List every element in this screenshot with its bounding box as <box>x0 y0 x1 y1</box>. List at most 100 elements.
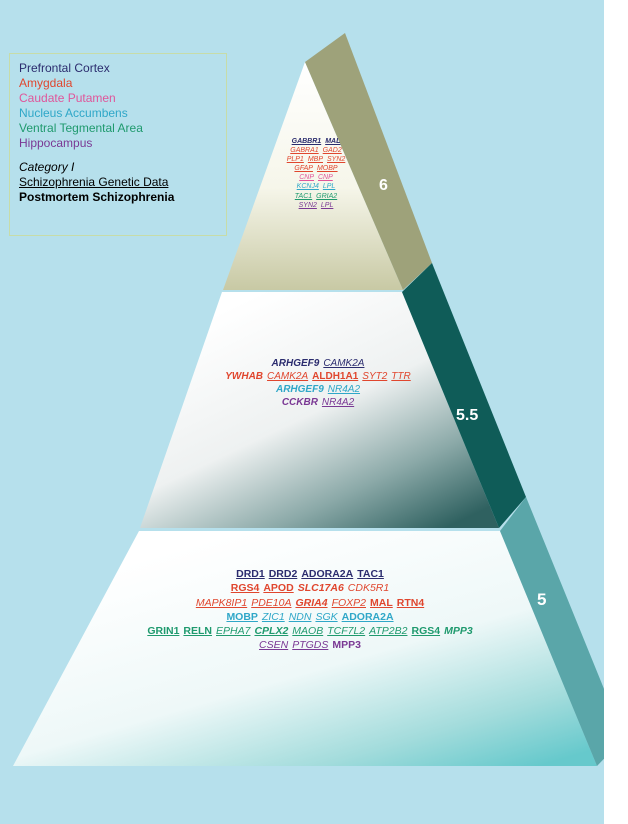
gene-label: TCF7L2 <box>327 625 366 638</box>
gene-line: CNP CNP <box>2 173 604 182</box>
tier-top-genes: GABBR1 MAL GABRA1 GAD2 PLP1 MBP SYN2 GFAP MOBP CN… <box>2 137 604 210</box>
gene-label: TAC1 <box>294 192 313 200</box>
gene-label: FOXP2 <box>331 596 366 609</box>
gene-label: DRD2 <box>268 568 298 580</box>
gene-line: SYN2 LPL <box>2 201 604 210</box>
gene-label: MOBP <box>316 165 338 173</box>
gene-line: MAPK8IP1 PDE10A GRIA4 FOXP2 MAL RTN4 <box>0 596 604 610</box>
gene-label: SYN2 <box>298 201 317 209</box>
gene-line: CCKBR NR4A2 <box>4 396 604 409</box>
gene-label: MAL <box>370 596 393 609</box>
gene-label: MBP <box>307 156 323 164</box>
legend-region-amygdala: Amygdala <box>19 76 73 90</box>
gene-label: GRIA2 <box>316 192 338 200</box>
pyramid-top-tier <box>223 62 403 290</box>
diagram-canvas: Prefrontal Cortex Amygdala Caudate Putam… <box>0 0 604 824</box>
gene-label: PLP1 <box>286 156 304 164</box>
tier-level-top: 6 <box>379 177 388 194</box>
gene-label: GABRA1 <box>290 147 319 155</box>
gene-label: RGS4 <box>230 582 260 595</box>
gene-label: LPL <box>320 201 334 209</box>
gene-label: RTN4 <box>396 596 425 609</box>
pyramid-side-bottom <box>500 497 604 766</box>
gene-label: ZIC1 <box>261 610 285 623</box>
gene-label: GRIN1 <box>147 625 180 638</box>
legend-region-hippocampus: Hippocampus <box>19 136 93 150</box>
gene-label: ARHGEF9 <box>275 384 324 395</box>
gene-label: PDE10A <box>251 596 292 609</box>
gene-label: NR4A2 <box>327 384 361 395</box>
gene-line: CSEN PTGDS MPP3 <box>0 638 604 652</box>
legend-postmortem-style: Postmortem Schizophrenia <box>19 190 175 204</box>
gene-label: SYN2 <box>327 156 346 164</box>
gene-label: NR4A2 <box>321 397 355 408</box>
gene-line: KCNJ4 LPL <box>2 182 604 191</box>
legend-region-caudate: Caudate Putamen <box>19 91 116 105</box>
gene-line: YWHAB CAMK2A ALDH1A1 SYT2 TTR <box>4 370 604 383</box>
gene-line: TAC1 GRIA2 <box>2 192 604 201</box>
pyramid-side-top <box>305 33 432 290</box>
gene-label: YWHAB <box>225 371 264 382</box>
gene-label: MAL <box>325 138 341 145</box>
gene-label: MPP3 <box>444 625 473 638</box>
gene-label: APOD <box>263 582 294 595</box>
tier-middle-genes: ARHGEF9 CAMK2A YWHAB CAMK2A ALDH1A1 SYT2 TTR AR… <box>4 357 604 409</box>
tier-bottom-genes: DRD1 DRD2 ADORA2A TAC1 RGS4 APOD SLC17A6 CDK5R1… <box>0 567 604 653</box>
gene-label: ATP2B2 <box>369 625 408 638</box>
gene-label: RGS4 <box>411 625 441 638</box>
gene-label: DRD1 <box>236 568 265 580</box>
legend-region-vta: Ventral Tegmental Area <box>19 121 143 135</box>
gene-label: CSEN <box>259 639 289 652</box>
gene-label: GAD2 <box>322 147 342 155</box>
pyramid-graphic <box>13 33 604 766</box>
gene-label: CCKBR <box>281 397 318 408</box>
legend-region-accumbens: Nucleus Accumbens <box>19 106 128 120</box>
gene-label: CNP <box>318 174 333 182</box>
gene-line: DRD1 DRD2 ADORA2A TAC1 <box>0 567 604 581</box>
legend: Prefrontal Cortex Amygdala Caudate Putam… <box>9 53 227 236</box>
gene-label: ADORA2A <box>341 610 394 623</box>
gene-label: ALDH1A1 <box>312 371 359 382</box>
pyramid-bottom-tier <box>13 531 597 766</box>
gene-label: RELN <box>183 625 213 638</box>
gene-label: CAMK2A <box>323 358 365 369</box>
gene-label: TAC1 <box>357 568 384 580</box>
gene-line: GFAP MOBP <box>2 164 604 173</box>
gene-line: ARHGEF9 CAMK2A <box>4 357 604 370</box>
gene-label: MAPK8IP1 <box>195 596 248 609</box>
gene-line: GABBR1 MAL <box>2 137 604 146</box>
gene-line: PLP1 MBP SYN2 <box>2 155 604 164</box>
gene-label: GABBR1 <box>291 138 322 145</box>
tier-level-middle: 5.5 <box>456 407 479 424</box>
gene-line: GABRA1 GAD2 <box>2 146 604 155</box>
legend-category: Category I <box>19 160 75 174</box>
gene-label: SYT2 <box>362 371 388 382</box>
gene-label: CAMK2A <box>267 371 309 382</box>
gene-line: ARHGEF9 NR4A2 <box>4 383 604 396</box>
gene-label: ARHGEF9 <box>271 358 320 369</box>
pyramid-middle-tier <box>140 292 499 528</box>
gene-label: SGK <box>315 610 338 623</box>
gene-label: CDK5R1 <box>347 582 390 595</box>
gene-label: MPP3 <box>332 639 361 652</box>
gene-label: NDN <box>288 610 312 623</box>
legend-region-prefrontal: Prefrontal Cortex <box>19 61 110 75</box>
gene-label: MOBP <box>226 610 258 623</box>
gene-label: ADORA2A <box>301 568 354 580</box>
legend-genetic-style: Schizophrenia Genetic Data <box>19 175 169 189</box>
pyramid-side-middle <box>402 263 526 528</box>
gene-label: LPL <box>322 183 336 191</box>
gene-label: TTR <box>391 371 411 382</box>
gene-label: GFAP <box>294 165 313 173</box>
gene-label: CPLX2 <box>254 625 289 638</box>
gene-label: EPHA7 <box>216 625 251 638</box>
gene-label: CNP <box>299 174 314 182</box>
gene-label: SLC17A6 <box>297 582 344 595</box>
gene-line: GRIN1 RELN EPHA7 CPLX2 MAOB TCF7L2 ATP2B2 RGS4 M… <box>0 624 604 638</box>
gene-line: RGS4 APOD SLC17A6 CDK5R1 <box>0 581 604 595</box>
tier-level-bottom: 5 <box>537 590 547 609</box>
gene-label: KCNJ4 <box>296 183 319 191</box>
gene-label: GRIA4 <box>295 596 328 609</box>
gene-label: MAOB <box>292 625 324 638</box>
gene-label: PTGDS <box>292 639 329 652</box>
